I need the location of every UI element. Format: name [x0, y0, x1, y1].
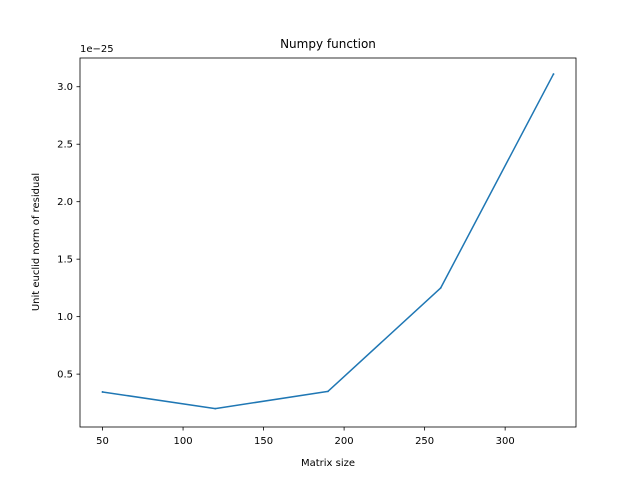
y-tick-label-5: 3.0 [57, 82, 73, 93]
y-tick-label-0: 0.5 [57, 370, 73, 381]
y-tick-label-1: 1.0 [57, 312, 73, 323]
x-axis-label: Matrix size [301, 458, 355, 469]
x-tick-label-0: 50 [96, 436, 109, 447]
chart-title: Numpy function [280, 37, 376, 51]
data-point-0-4 [552, 73, 555, 75]
y-tick-label-3: 2.0 [57, 197, 73, 208]
x-tick-label-4: 250 [415, 436, 434, 447]
x-tick-label-2: 150 [254, 436, 273, 447]
y-axis-label: Unit euclid norm of residual [31, 173, 42, 311]
x-tick-label-1: 100 [174, 436, 193, 447]
y-tick-label-4: 2.5 [57, 140, 73, 151]
data-point-0-1 [214, 407, 217, 410]
data-point-0-2 [327, 390, 329, 393]
data-point-0-3 [439, 287, 442, 289]
plot-frame [79, 57, 577, 428]
y-tick-label-2: 1.5 [57, 255, 73, 266]
x-tick-label-3: 200 [335, 436, 354, 447]
x-tick-label-5: 300 [496, 436, 515, 447]
plot-area: 50 100 150 200 250 300 0.5 1.0 1.5 2.0 2.5 3.0 [57, 57, 577, 447]
data-point-0-0 [101, 391, 104, 393]
y-axis-offset-label: 1e−25 [80, 44, 114, 55]
